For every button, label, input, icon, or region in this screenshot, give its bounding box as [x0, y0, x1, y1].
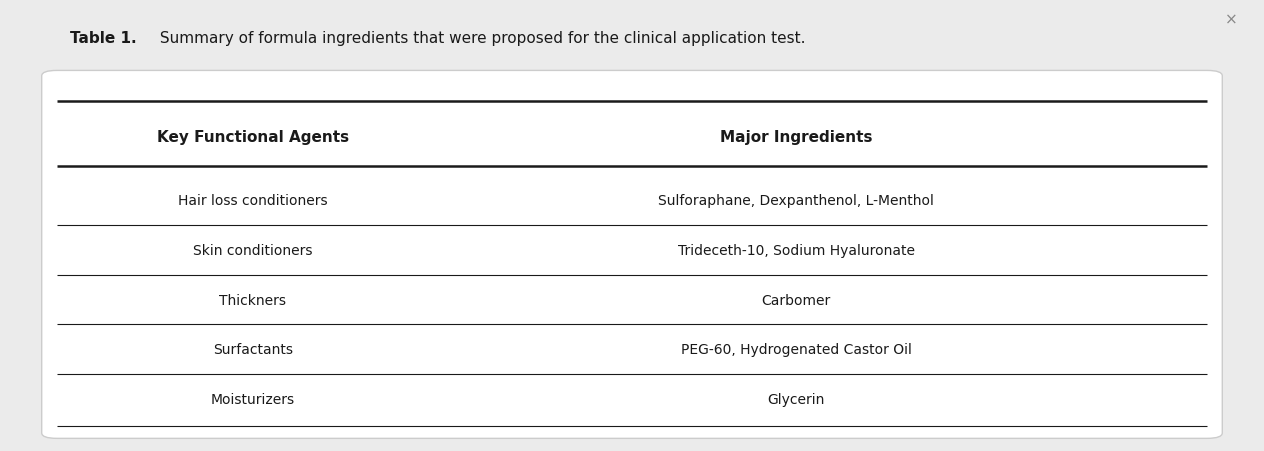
- Text: Major Ingredients: Major Ingredients: [720, 130, 872, 145]
- Text: Thickners: Thickners: [219, 293, 287, 307]
- Text: Sulforaphane, Dexpanthenol, L-Menthol: Sulforaphane, Dexpanthenol, L-Menthol: [659, 194, 934, 207]
- Text: Summary of formula ingredients that were proposed for the clinical application t: Summary of formula ingredients that were…: [155, 31, 806, 46]
- Text: Skin conditioners: Skin conditioners: [193, 244, 312, 257]
- Text: ×: ×: [1225, 13, 1237, 28]
- Text: Surfactants: Surfactants: [212, 343, 293, 356]
- Text: Moisturizers: Moisturizers: [211, 392, 295, 406]
- Text: Table 1.: Table 1.: [70, 31, 137, 46]
- Text: Trideceth-10, Sodium Hyaluronate: Trideceth-10, Sodium Hyaluronate: [678, 244, 915, 257]
- Text: Key Functional Agents: Key Functional Agents: [157, 130, 349, 145]
- FancyBboxPatch shape: [42, 71, 1222, 438]
- Text: PEG-60, Hydrogenated Castor Oil: PEG-60, Hydrogenated Castor Oil: [681, 343, 911, 356]
- Text: Glycerin: Glycerin: [767, 392, 825, 406]
- Text: Carbomer: Carbomer: [762, 293, 830, 307]
- Text: Hair loss conditioners: Hair loss conditioners: [178, 194, 327, 207]
